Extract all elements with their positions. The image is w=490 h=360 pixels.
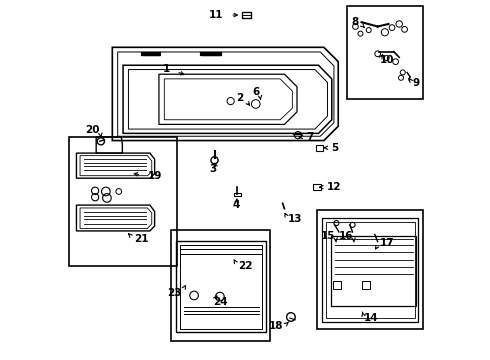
Bar — [69, 137, 177, 266]
Text: 24: 24 — [213, 297, 227, 307]
Text: 6: 6 — [252, 87, 259, 97]
Text: 22: 22 — [238, 261, 252, 271]
Text: 9: 9 — [413, 78, 420, 88]
Text: 8: 8 — [352, 17, 359, 27]
Text: 5: 5 — [331, 143, 338, 153]
Bar — [362, 281, 370, 289]
Text: 14: 14 — [364, 313, 379, 323]
Text: 15: 15 — [321, 231, 335, 240]
Text: 1: 1 — [163, 64, 170, 74]
Text: 13: 13 — [288, 215, 302, 224]
Text: 16: 16 — [339, 231, 353, 240]
Text: 20: 20 — [85, 125, 100, 135]
Text: 17: 17 — [379, 238, 394, 248]
Bar — [316, 145, 323, 150]
Text: 3: 3 — [209, 164, 216, 174]
Text: 2: 2 — [236, 93, 243, 103]
Text: 4: 4 — [232, 200, 240, 210]
Text: 7: 7 — [306, 132, 313, 142]
Text: 21: 21 — [134, 234, 148, 244]
Text: 23: 23 — [167, 288, 181, 298]
Text: 18: 18 — [269, 321, 284, 331]
Bar — [317, 211, 422, 329]
Bar — [234, 193, 241, 196]
Text: 12: 12 — [327, 182, 341, 192]
Text: 19: 19 — [148, 171, 163, 181]
Bar — [347, 6, 422, 99]
Bar — [172, 230, 270, 341]
Text: 10: 10 — [379, 55, 394, 65]
Bar — [243, 12, 251, 18]
Bar — [333, 281, 341, 289]
Text: 11: 11 — [209, 10, 223, 20]
Bar — [313, 184, 321, 190]
